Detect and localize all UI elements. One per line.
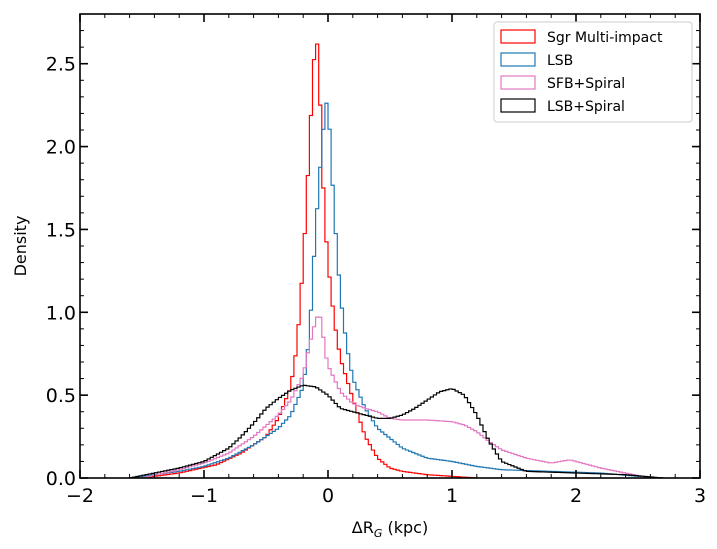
series-line-0 bbox=[141, 43, 478, 479]
x-axis-label-sub: G bbox=[374, 527, 383, 540]
legend-box bbox=[493, 21, 693, 123]
legend-swatch-0 bbox=[500, 29, 536, 44]
x-tick-label: −2 bbox=[66, 485, 94, 507]
y-tick-label: 1.0 bbox=[46, 302, 76, 324]
y-tick-label: 2.0 bbox=[46, 137, 76, 159]
x-axis-label-unit: (kpc) bbox=[382, 518, 428, 537]
series-line-3 bbox=[129, 384, 664, 479]
y-axis-label: Density bbox=[11, 216, 30, 277]
x-tick-label: 1 bbox=[446, 485, 458, 507]
x-tick-label: −1 bbox=[190, 485, 218, 507]
series-line-1 bbox=[129, 102, 664, 479]
legend-swatch-1 bbox=[500, 52, 536, 67]
legend-swatch-3 bbox=[500, 98, 536, 113]
x-axis-label: ΔRG (kpc) bbox=[352, 518, 428, 540]
x-axis-label-main: ΔR bbox=[352, 518, 374, 537]
legend-swatch-2 bbox=[500, 75, 536, 90]
legend-label-3: LSB+Spiral bbox=[547, 99, 625, 115]
legend-label-0: Sgr Multi-impact bbox=[547, 30, 663, 46]
legend: Sgr Multi-impact LSB SFB+Spiral LSB+Spiral bbox=[493, 21, 693, 123]
x-tick-label: 2 bbox=[570, 485, 582, 507]
legend-label-1: LSB bbox=[547, 53, 573, 69]
y-tick-label: 2.5 bbox=[46, 54, 76, 76]
y-tick-label: 0.0 bbox=[46, 468, 76, 490]
ticks-layer: −2 −1 0 1 2 3 0.0 0.5 1.0 1.5 2.0 2.5 bbox=[46, 13, 706, 507]
x-tick-label: 0 bbox=[322, 485, 334, 507]
legend-label-2: SFB+Spiral bbox=[547, 76, 625, 92]
x-tick-label: 3 bbox=[694, 485, 706, 507]
y-tick-label: 1.5 bbox=[46, 219, 76, 241]
y-tick-label: 0.5 bbox=[46, 385, 76, 407]
